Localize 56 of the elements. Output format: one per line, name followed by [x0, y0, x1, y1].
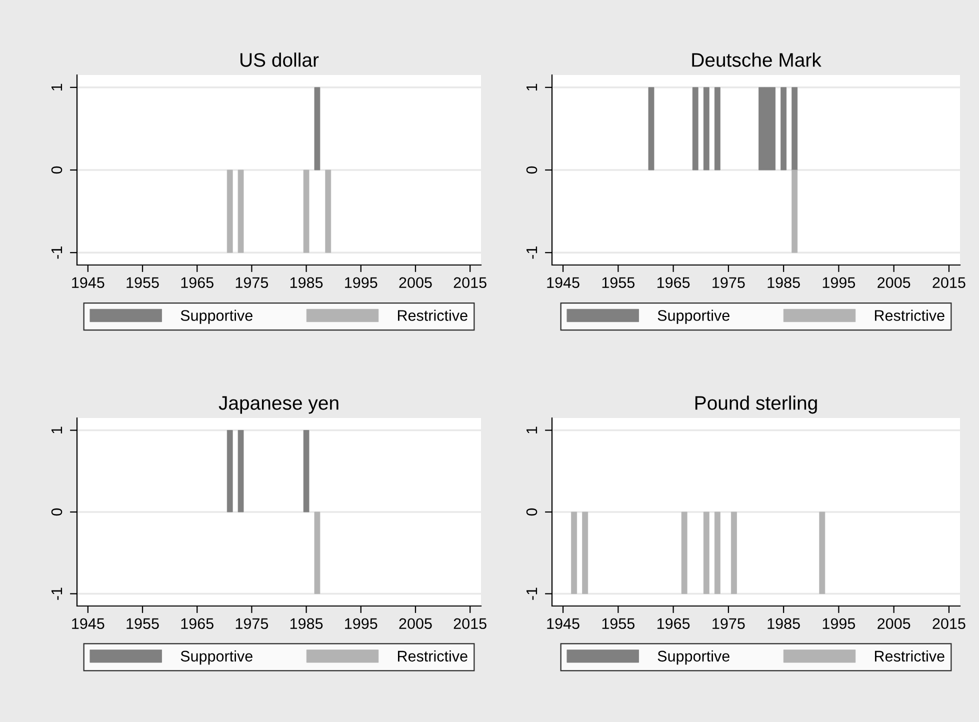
legend-label: Restrictive	[398, 310, 468, 321]
y-tick-label: 0	[526, 508, 538, 516]
x-tick-label: 2005	[399, 277, 432, 288]
y-tick-label: -1	[526, 588, 538, 600]
x-tick-label: 1955	[126, 277, 159, 288]
x-tick-label: 1975	[236, 618, 268, 630]
x-tick-label: 1945	[547, 618, 580, 630]
y-tick-label: 0	[51, 508, 62, 516]
x-tick-label: 1975	[712, 618, 745, 630]
x-tick-label: 1965	[181, 277, 214, 288]
x-tick-label: 1975	[236, 277, 268, 288]
x-tick-label: 1985	[768, 618, 800, 630]
legend-label: Restrictive	[874, 310, 944, 321]
x-tick-label: 1995	[345, 277, 378, 288]
legend-label: Supportive	[180, 650, 252, 665]
x-tick-label: 1965	[181, 618, 214, 630]
legend-label: Supportive	[658, 650, 730, 665]
chart-title: Deutsche Mark	[692, 52, 822, 67]
x-tick-label: 1955	[126, 618, 159, 630]
y-tick-label: 1	[52, 84, 62, 90]
x-tick-label: 1955	[602, 277, 635, 288]
x-tick-label: 2005	[399, 618, 432, 630]
x-tick-label: 2015	[454, 277, 486, 288]
y-tick-label: -1	[52, 588, 62, 600]
y-tick-label: 1	[526, 84, 538, 90]
x-tick-label: 1955	[602, 618, 635, 630]
x-tick-label: 2005	[878, 277, 910, 288]
x-tick-label: 1995	[345, 618, 378, 630]
x-tick-label: 2005	[878, 618, 910, 630]
legend-label: Restrictive	[874, 650, 944, 662]
y-tick-label: 0	[51, 166, 62, 174]
y-tick-label: 1	[52, 426, 62, 434]
x-tick-label: 2015	[454, 618, 486, 630]
x-tick-label: 2015	[932, 277, 966, 288]
x-tick-label: 1985	[290, 618, 323, 630]
x-tick-label: 1945	[72, 618, 104, 630]
y-tick-label: -1	[52, 246, 62, 259]
legend-label: Restrictive	[398, 650, 468, 662]
chart-title: Pound sterling	[695, 396, 817, 414]
y-tick-label: 0	[526, 166, 538, 174]
legend-label: Supportive	[658, 310, 730, 324]
chart-title: Japanese yen	[218, 396, 338, 414]
x-tick-label: 1975	[712, 277, 745, 288]
x-tick-label: 1985	[290, 277, 323, 288]
legend-label: Supportive	[180, 310, 252, 324]
x-tick-label: 1985	[768, 277, 800, 288]
x-tick-label: 2015	[932, 618, 966, 630]
y-tick-label: -1	[526, 246, 538, 259]
x-tick-label: 1995	[822, 277, 856, 288]
x-tick-label: 1965	[657, 618, 690, 630]
x-tick-label: 1945	[547, 277, 580, 288]
y-tick-label: 1	[526, 426, 538, 434]
x-tick-label: 1995	[822, 618, 856, 630]
chart-title: US dollar	[240, 52, 319, 67]
x-tick-label: 1965	[657, 277, 690, 288]
x-tick-label: 1945	[72, 277, 104, 288]
